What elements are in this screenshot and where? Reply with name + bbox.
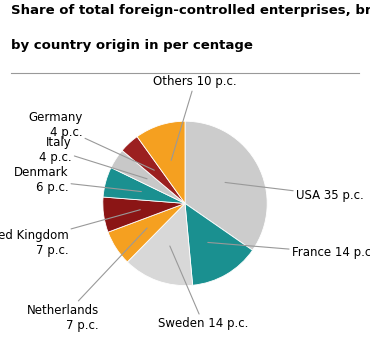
Wedge shape [108, 203, 185, 262]
Text: Italy
4 p.c.: Italy 4 p.c. [39, 136, 147, 179]
Text: United Kingdom
7 p.c.: United Kingdom 7 p.c. [0, 210, 140, 257]
Wedge shape [185, 203, 252, 285]
Wedge shape [111, 151, 185, 203]
Wedge shape [185, 121, 267, 250]
Text: Others 10 p.c.: Others 10 p.c. [153, 75, 237, 160]
Text: Netherlands
7 p.c.: Netherlands 7 p.c. [27, 228, 147, 332]
Wedge shape [122, 137, 185, 203]
Text: Germany
4 p.c.: Germany 4 p.c. [28, 111, 154, 170]
Text: USA 35 p.c.: USA 35 p.c. [225, 182, 364, 202]
Wedge shape [137, 121, 185, 203]
Text: Sweden 14 p.c.: Sweden 14 p.c. [158, 246, 248, 330]
Text: France 14 p.c.: France 14 p.c. [208, 242, 370, 259]
Wedge shape [103, 197, 185, 232]
Text: Denmark
6 p.c.: Denmark 6 p.c. [14, 166, 141, 194]
Text: by country origin in per centage: by country origin in per centage [11, 39, 253, 52]
Wedge shape [127, 203, 193, 285]
Wedge shape [103, 167, 185, 203]
Text: Share of total foreign-controlled enterprises, breakdown: Share of total foreign-controlled enterp… [11, 4, 370, 17]
